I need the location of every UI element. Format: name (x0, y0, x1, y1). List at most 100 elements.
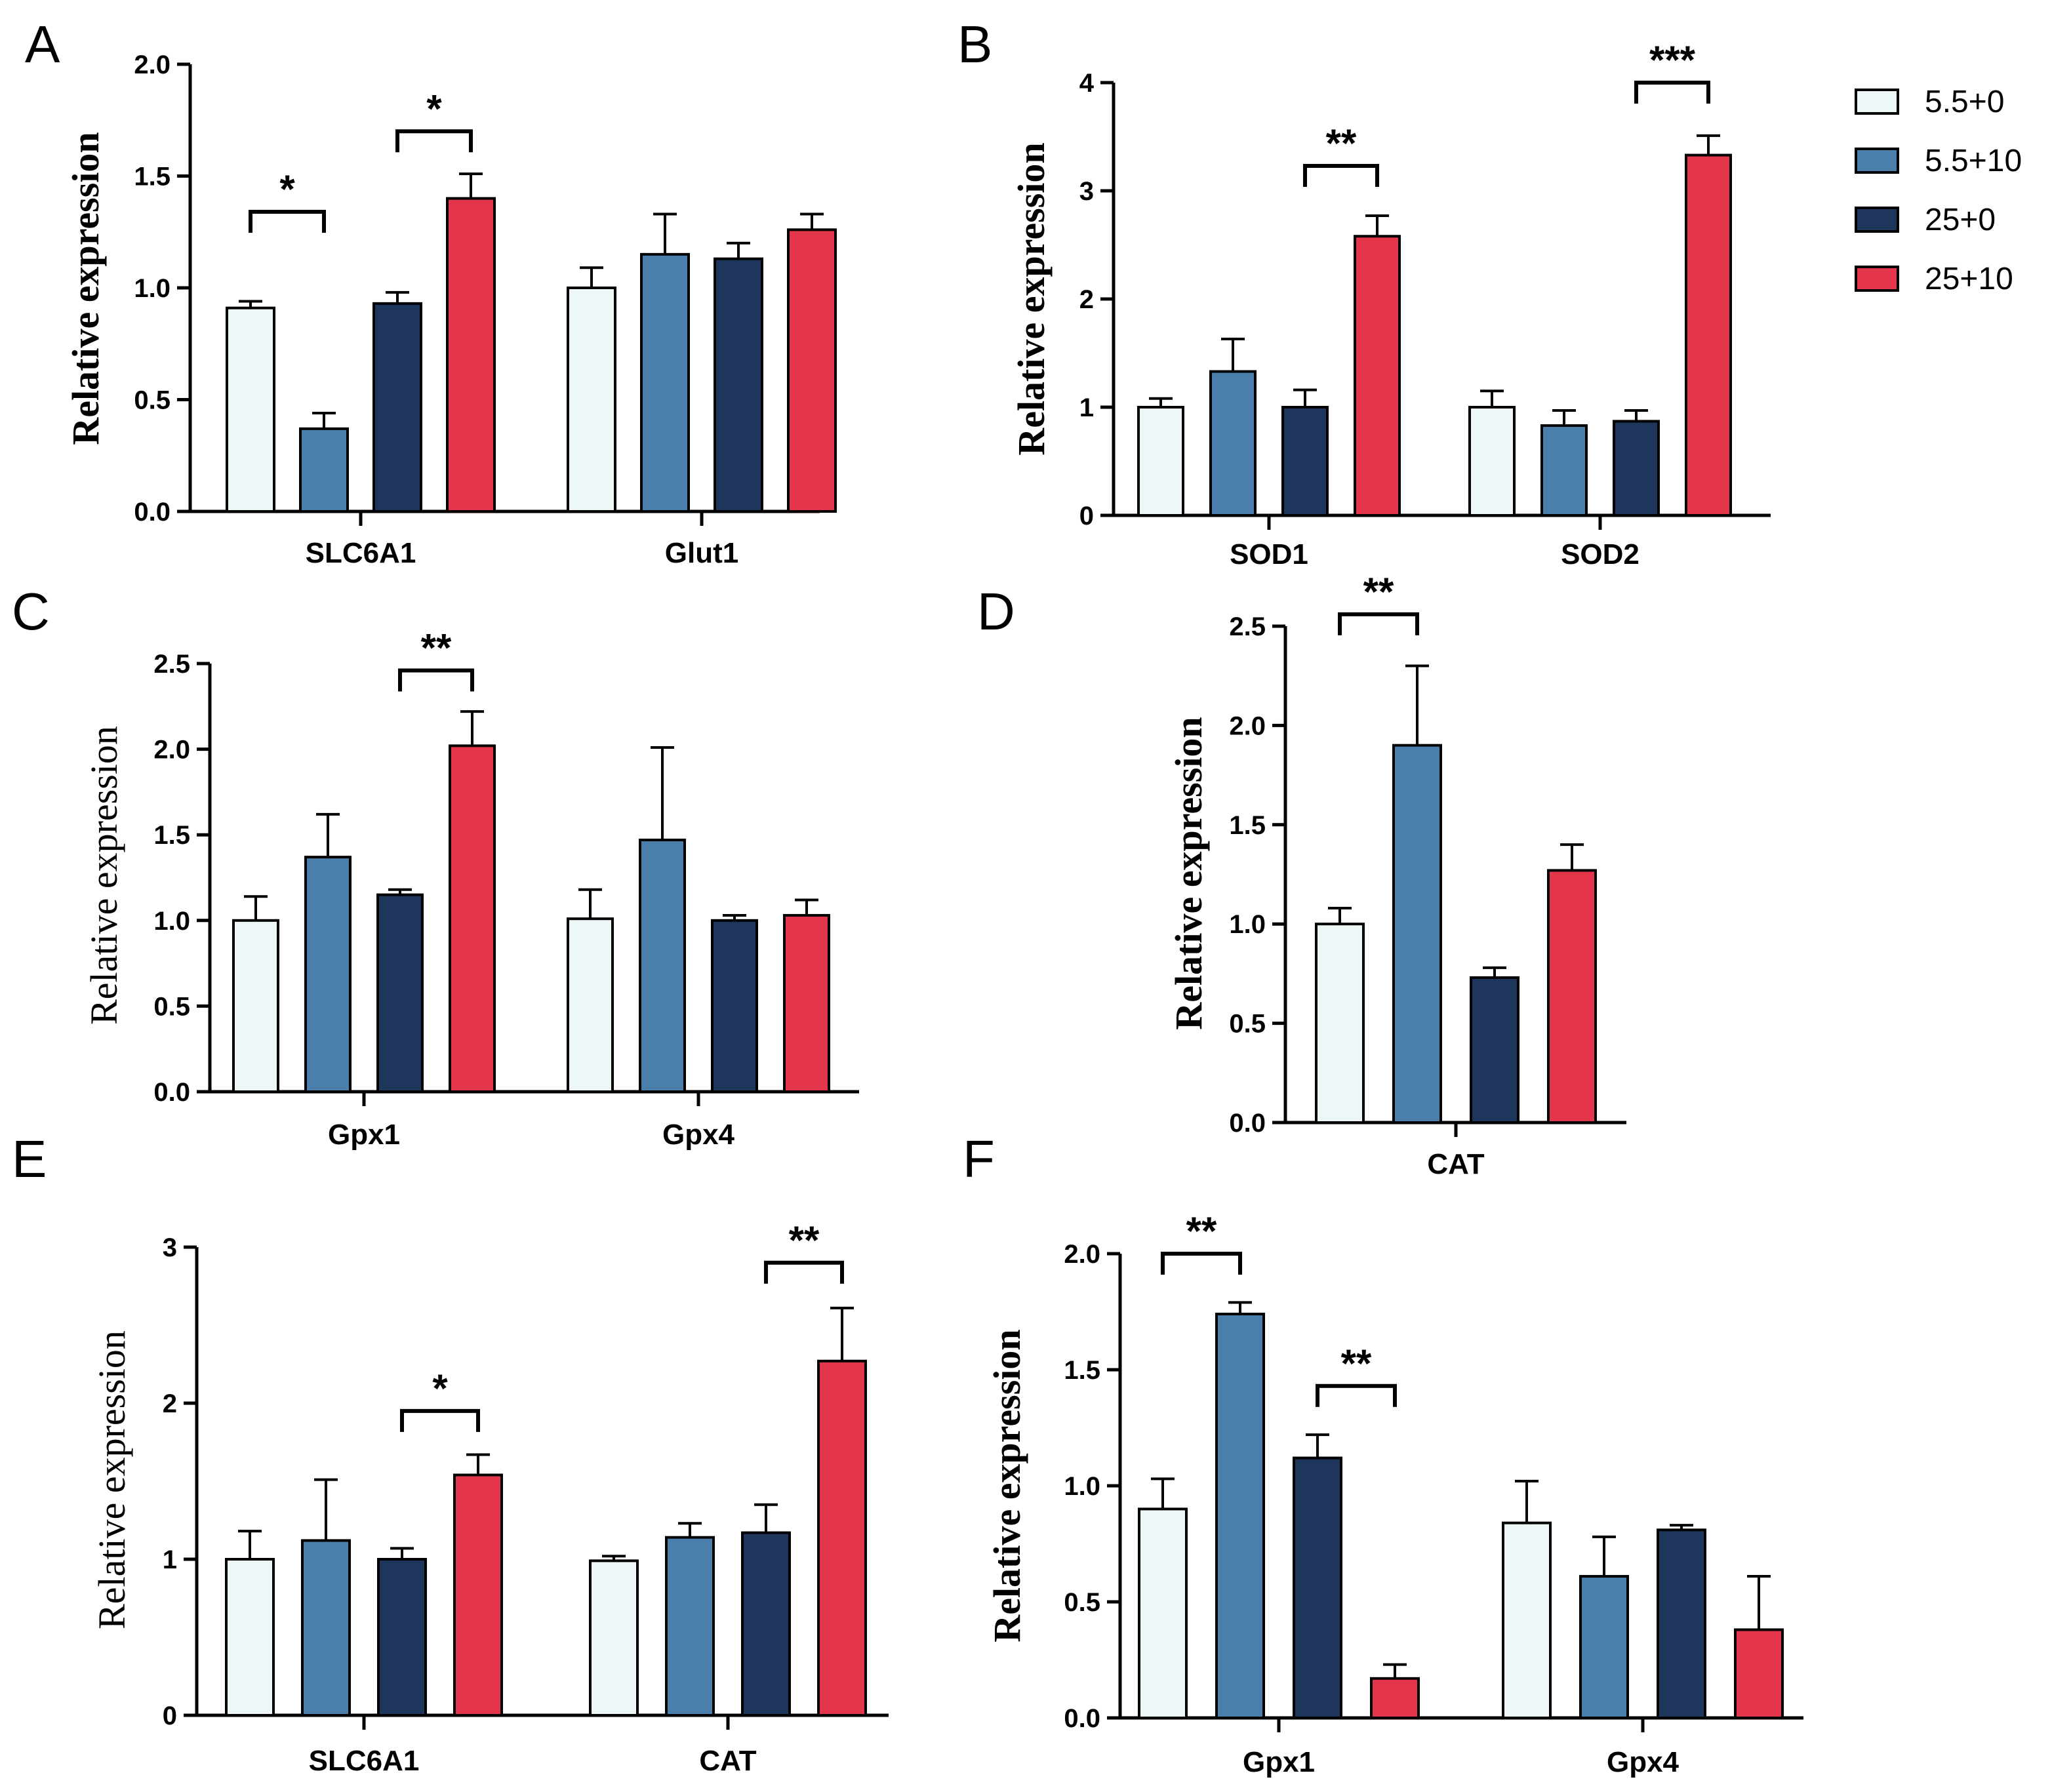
y-tick-label: 2.5 (1229, 612, 1266, 641)
bar (1354, 235, 1401, 517)
y-tick-label: 1 (1079, 393, 1094, 422)
bar (1138, 1507, 1188, 1719)
y-tick-label: 0.0 (1229, 1109, 1266, 1138)
y-tick-label: 2 (163, 1389, 177, 1418)
y-tick-label: 0.5 (1229, 1010, 1266, 1039)
bar (1370, 1677, 1420, 1720)
y-tick-label: 1 (163, 1545, 177, 1574)
bar (1215, 1313, 1265, 1720)
y-tick-label: 2.5 (153, 650, 190, 679)
bar (665, 1536, 715, 1717)
y-axis-title: Relative expression (64, 132, 107, 445)
y-tick-label: 0.5 (134, 386, 171, 415)
bar (372, 302, 422, 513)
bar (376, 893, 424, 1093)
bar (1392, 744, 1442, 1125)
significance-bracket (1634, 81, 1710, 104)
significance-marker: ** (1341, 1342, 1372, 1385)
y-tick-label: 2.0 (1229, 711, 1266, 740)
y-axis-title: Relative expression (1167, 717, 1210, 1029)
x-category-label: SLC6A1 (306, 537, 416, 569)
y-axis-title: Relative expression (986, 1329, 1028, 1642)
legend-swatch (1855, 148, 1899, 174)
bar (1468, 406, 1516, 517)
legend-label: 5.5+0 (1925, 85, 2004, 119)
bar (453, 1473, 503, 1717)
significance-marker: ** (1363, 570, 1394, 614)
bar (787, 228, 837, 513)
panel-label-E: E (12, 1130, 47, 1188)
y-tick-label: 1.5 (153, 821, 190, 850)
x-category-label: Gpx4 (1607, 1746, 1680, 1778)
bar (1281, 406, 1329, 517)
y-tick-label: 1.0 (134, 274, 171, 303)
bar (741, 1531, 791, 1717)
bar (449, 744, 496, 1093)
panel-label-A: A (25, 15, 60, 73)
bar (640, 252, 690, 513)
x-category-label: Gpx1 (328, 1119, 400, 1151)
panel-label-D: D (977, 582, 1015, 641)
y-tick-label: 3 (163, 1233, 177, 1262)
bar (567, 917, 614, 1093)
bar (301, 1539, 351, 1717)
legend-label: 25+0 (1925, 203, 1996, 237)
y-tick-label: 1.5 (134, 163, 171, 191)
bar (1579, 1575, 1629, 1720)
y-tick-label: 1.5 (1064, 1356, 1100, 1385)
bar (1540, 424, 1588, 517)
x-category-label: Gpx4 (662, 1119, 735, 1151)
significance-bracket (764, 1260, 844, 1284)
significance-marker: ** (421, 626, 452, 669)
bar (232, 919, 279, 1094)
y-tick-label: 4 (1079, 69, 1095, 98)
significance-bracket (1316, 1384, 1397, 1407)
bar (377, 1558, 427, 1717)
bar (714, 257, 763, 513)
y-axis-title: Relative expression (1010, 142, 1053, 455)
y-tick-label: 2.0 (134, 50, 171, 79)
panel-label-B: B (957, 15, 992, 73)
significance-marker: *** (1649, 38, 1696, 82)
bar (817, 1359, 867, 1717)
legend-label: 25+10 (1925, 262, 2013, 296)
significance-bracket (395, 129, 473, 153)
panel-label-C: C (12, 582, 50, 641)
bar (446, 197, 496, 513)
x-category-label: CAT (699, 1745, 756, 1777)
significance-marker: ** (1186, 1209, 1217, 1253)
legend-swatch (1855, 207, 1899, 233)
bar (1293, 1456, 1342, 1720)
bar (1315, 923, 1365, 1124)
bar (1209, 370, 1257, 517)
legend-swatch (1855, 89, 1899, 115)
x-category-label: SOD1 (1230, 538, 1308, 570)
y-tick-label: 1.5 (1229, 811, 1266, 840)
y-tick-label: 0.0 (153, 1078, 190, 1107)
significance-marker: ** (789, 1218, 820, 1262)
bar (1657, 1528, 1706, 1719)
significance-bracket (398, 668, 474, 692)
bar (304, 856, 352, 1093)
bar (589, 1559, 639, 1717)
bar (1547, 869, 1597, 1124)
y-tick-label: 2.0 (1064, 1240, 1100, 1269)
bar (783, 913, 830, 1093)
panel-label-F: F (963, 1130, 995, 1188)
bar (639, 839, 686, 1093)
bar (299, 427, 349, 513)
y-axis-title: Relative expression (83, 726, 125, 1025)
bar (1734, 1628, 1784, 1719)
significance-bracket (1303, 164, 1379, 188)
y-tick-label: 0.0 (1064, 1704, 1100, 1733)
y-tick-label: 0 (163, 1702, 177, 1730)
x-category-label: SLC6A1 (309, 1745, 420, 1777)
bar (225, 1558, 275, 1717)
significance-bracket (249, 210, 326, 233)
y-tick-label: 1.0 (1064, 1472, 1100, 1501)
y-tick-label: 0.5 (1064, 1588, 1100, 1617)
significance-bracket (1161, 1252, 1242, 1275)
significance-marker: * (426, 87, 442, 130)
significance-bracket (400, 1408, 480, 1432)
